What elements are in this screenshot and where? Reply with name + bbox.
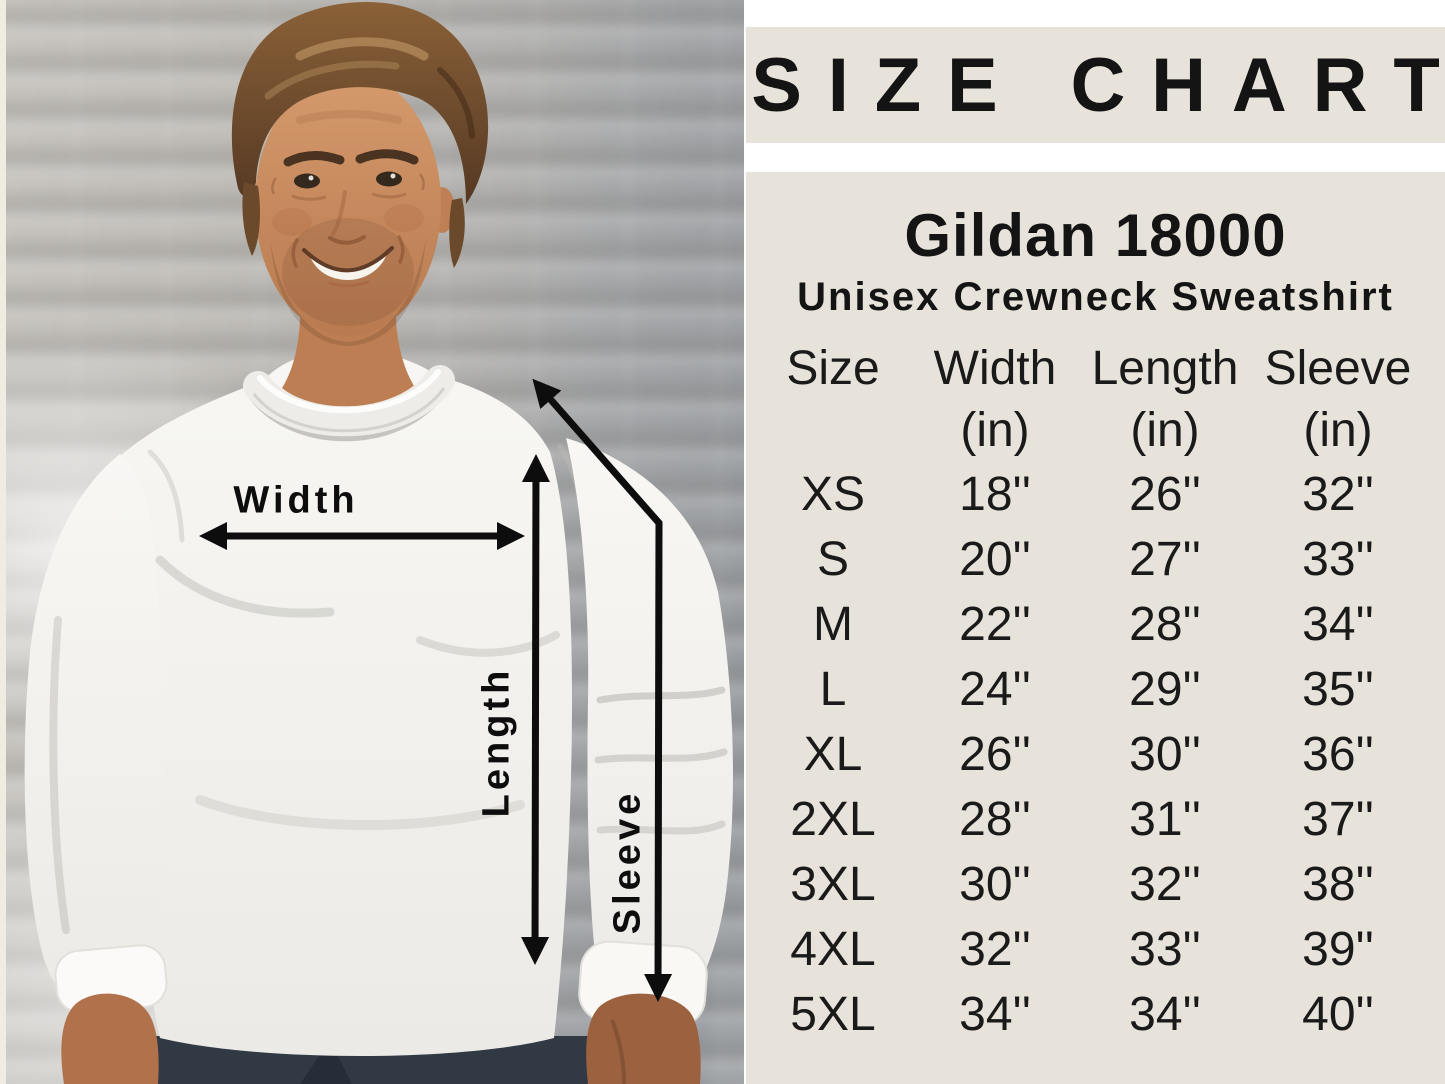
- title-band: SIZE CHART: [746, 27, 1445, 143]
- table-header-row: Size Width Length Sleeve: [752, 338, 1422, 400]
- table-cell: 29'': [1129, 662, 1201, 716]
- hair: [231, 1, 489, 268]
- table-cell: 18'': [959, 467, 1031, 521]
- table-row: L 24'' 29'' 35'': [752, 657, 1422, 722]
- size-table-body: XS 18'' 26'' 32'' S 20'' 27'' 33'' M 22'' 28'' 34''…: [752, 462, 1422, 1047]
- table-cell: 4XL: [790, 922, 876, 976]
- table-cell: 30'': [1129, 727, 1201, 781]
- table-cell: 31'': [1129, 792, 1201, 846]
- sleeve-label: Sleeve: [606, 789, 649, 935]
- table-row: XS 18'' 26'' 32'': [752, 462, 1422, 527]
- left-sleeve: [24, 454, 164, 1009]
- forearms: [61, 993, 701, 1084]
- collar: [243, 365, 455, 442]
- facial-features: [271, 149, 425, 288]
- table-row: 2XL 28'' 31'' 37'': [752, 787, 1422, 852]
- table-cell: 37'': [1302, 792, 1374, 846]
- table-cell: S: [816, 532, 849, 586]
- unit-cell-width: (in): [960, 404, 1030, 457]
- table-cell: 26'': [959, 727, 1031, 781]
- table-cell: XL: [803, 727, 863, 781]
- width-label: Width: [233, 479, 359, 522]
- sleeve-arrow: [532, 378, 673, 1002]
- table-cell: XS: [800, 467, 866, 521]
- product-name: Gildan 18000: [904, 202, 1287, 269]
- column-header-length: Length: [1091, 342, 1239, 395]
- table-cell: L: [819, 662, 847, 716]
- table-cell: 34'': [1129, 987, 1201, 1041]
- table-cell: 38'': [1302, 857, 1374, 911]
- table-cell: 20'': [959, 532, 1031, 586]
- table-row: 3XL 30'' 32'' 38'': [752, 852, 1422, 917]
- column-header-width: Width: [933, 342, 1057, 395]
- length-arrow: [521, 454, 550, 965]
- table-row: XL 26'' 30'' 36'': [752, 722, 1422, 787]
- column-header-sleeve: Sleeve: [1264, 342, 1412, 395]
- table-cell: 30'': [959, 857, 1031, 911]
- photo-left-edge: [0, 0, 6, 1084]
- product-subtitle: Unisex Crewneck Sweatshirt: [797, 275, 1394, 319]
- column-header-size: Size: [786, 342, 880, 395]
- measurement-arrows: [199, 378, 673, 1002]
- size-table: Size Width Length Sleeve (in) (in) (in) …: [752, 338, 1422, 1047]
- table-cell: 26'': [1129, 467, 1201, 521]
- unit-cell-sleeve: (in): [1303, 404, 1373, 457]
- size-chart-title: SIZE CHART: [751, 42, 1445, 128]
- table-cell: 5XL: [790, 987, 876, 1041]
- table-cell: 2XL: [790, 792, 876, 846]
- table-cell: 28'': [1129, 597, 1201, 651]
- model-photo: Width Length Sleeve: [0, 0, 744, 1084]
- table-cell: 35'': [1302, 662, 1374, 716]
- table-cell: 32'': [1129, 857, 1201, 911]
- chart-area: Gildan 18000 Unisex Crewneck Sweatshirt: [746, 172, 1445, 1084]
- table-cell: M: [813, 597, 853, 651]
- table-cell: 34'': [1302, 597, 1374, 651]
- table-cell: 22'': [959, 597, 1031, 651]
- table-cell: 27'': [1129, 532, 1201, 586]
- table-row: 5XL 34'' 34'' 40'': [752, 982, 1422, 1047]
- length-label: Length: [475, 666, 518, 818]
- table-row: M 22'' 28'' 34'': [752, 592, 1422, 657]
- table-cell: 39'': [1302, 922, 1374, 976]
- table-cell: 32'': [1302, 467, 1374, 521]
- unit-cell-length: (in): [1130, 404, 1200, 457]
- table-cell: 32'': [959, 922, 1031, 976]
- table-cell: 36'': [1302, 727, 1374, 781]
- size-chart-panel: SIZE CHART Gildan 18000 Unisex Crewneck …: [744, 0, 1445, 1084]
- table-units-row: (in) (in) (in): [752, 400, 1422, 462]
- table-cell: 34'': [959, 987, 1031, 1041]
- table-cell: 33'': [1129, 922, 1201, 976]
- table-cell: 40'': [1302, 987, 1374, 1041]
- table-cell: 33'': [1302, 532, 1374, 586]
- table-row: 4XL 32'' 33'' 39'': [752, 917, 1422, 982]
- table-cell: 24'': [959, 662, 1031, 716]
- table-row: S 20'' 27'' 33'': [752, 527, 1422, 592]
- table-cell: 28'': [959, 792, 1031, 846]
- table-cell: 3XL: [790, 857, 876, 911]
